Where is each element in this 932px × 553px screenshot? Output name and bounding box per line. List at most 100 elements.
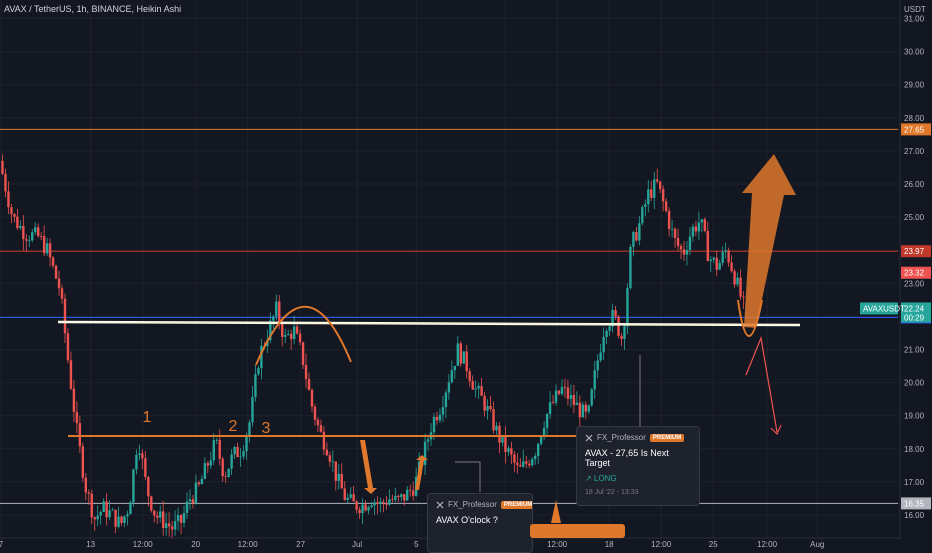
candle-body: [409, 489, 412, 491]
candle-body: [554, 390, 558, 403]
candle-body: [254, 374, 257, 397]
candle-body: [7, 191, 10, 208]
candle-body: [164, 523, 168, 529]
candle-body: [498, 425, 501, 443]
candle-body: [590, 389, 593, 406]
candle-body: [406, 489, 409, 501]
candle-body: [578, 402, 582, 418]
candle-body: [676, 237, 680, 246]
candle-body: [182, 513, 186, 523]
candle-body: [185, 501, 189, 514]
candle-body: [447, 382, 451, 393]
candle-body: [370, 505, 373, 508]
candle-body: [295, 326, 299, 334]
candle-body: [39, 236, 43, 237]
candle-body: [316, 419, 320, 426]
candle-body: [99, 511, 102, 516]
candle-body: [227, 468, 230, 477]
candle-body: [147, 476, 150, 497]
candle-body: [13, 214, 16, 217]
candle-body: [656, 179, 659, 182]
candle-body: [376, 502, 379, 504]
candle-body: [343, 488, 346, 501]
current-price-label: 22.24: [904, 304, 925, 313]
candle-body: [1, 160, 4, 174]
candle-body: [700, 219, 704, 223]
candle-body: [391, 499, 394, 501]
candle-body: [620, 336, 623, 340]
candle-body: [135, 454, 138, 470]
level-price-tag: [901, 123, 931, 136]
candle-body: [292, 326, 296, 340]
candle-body: [542, 427, 546, 437]
candle-body: [650, 189, 653, 198]
candle-body: [495, 425, 498, 431]
candle-body: [81, 446, 85, 478]
idea-marker[interactable]: [530, 524, 625, 538]
candle-body: [346, 497, 349, 501]
candle-body: [661, 189, 665, 202]
idea-title[interactable]: AVAX O'clock ?: [436, 515, 498, 525]
candle-body: [313, 406, 317, 420]
candle-body: [45, 243, 49, 254]
candle-body: [480, 386, 483, 396]
candle-body: [525, 461, 528, 464]
candle-body: [647, 189, 650, 205]
candle-body: [298, 333, 302, 343]
candle-body: [694, 226, 698, 232]
candle-body: [34, 227, 37, 233]
x-tick-label: 12:00: [547, 540, 568, 549]
candle-body: [385, 503, 388, 505]
candle-body: [120, 516, 123, 523]
candle-body: [275, 301, 278, 317]
candle-body: [513, 454, 516, 463]
pattern-point-label: 1: [143, 409, 152, 426]
candle-body: [218, 439, 221, 459]
y-tick-label: 21.00: [904, 346, 925, 355]
candle-body: [703, 219, 707, 231]
candle-body: [162, 511, 165, 529]
candle-body: [19, 226, 22, 229]
candle-body: [608, 326, 611, 331]
candle-body: [129, 502, 132, 515]
candle-body: [159, 511, 162, 518]
candle-body: [66, 333, 70, 361]
candle-body: [284, 334, 287, 337]
y-tick-label: 30.00: [904, 48, 925, 57]
candle-body: [203, 463, 207, 479]
candle-body: [102, 501, 105, 512]
candle-body: [709, 259, 712, 261]
candle-body: [623, 326, 626, 340]
candle-body: [176, 515, 180, 522]
candle-body: [153, 510, 156, 516]
candle-body: [403, 494, 406, 501]
candle-body: [224, 476, 227, 478]
candle-body: [584, 404, 587, 412]
candle-body: [167, 523, 171, 527]
idea-connector-line: [455, 461, 481, 492]
current-price-label: 23.32: [904, 269, 925, 278]
candle-body: [286, 333, 290, 335]
candle-body: [534, 455, 537, 460]
y-tick-label: 16.00: [904, 511, 925, 520]
candle-body: [156, 515, 159, 518]
candle-body: [272, 316, 275, 321]
idea-title[interactable]: AVAX - 27,65 Is Next Target: [585, 448, 669, 468]
level-price-label: 23.97: [904, 247, 925, 256]
candle-body: [679, 245, 683, 250]
candle-body: [510, 448, 513, 455]
candle-body: [242, 451, 245, 457]
candle-body: [682, 249, 686, 255]
candle-body: [194, 482, 198, 504]
candle-body: [16, 216, 19, 229]
candle-body: [278, 301, 281, 323]
idea-card-2[interactable]: FX_Professor PREMIUM AVAX O'clock ?: [427, 493, 533, 553]
candle-body: [468, 371, 471, 382]
idea-card-1[interactable]: FX_Professor PREMIUM AVAX - 27,65 Is Nex…: [576, 426, 700, 506]
current-price-tag: [901, 266, 931, 279]
level-price-label: 16.35: [904, 499, 925, 508]
candle-body: [545, 413, 549, 428]
candle-body: [337, 473, 340, 481]
candle-body: [188, 499, 192, 502]
